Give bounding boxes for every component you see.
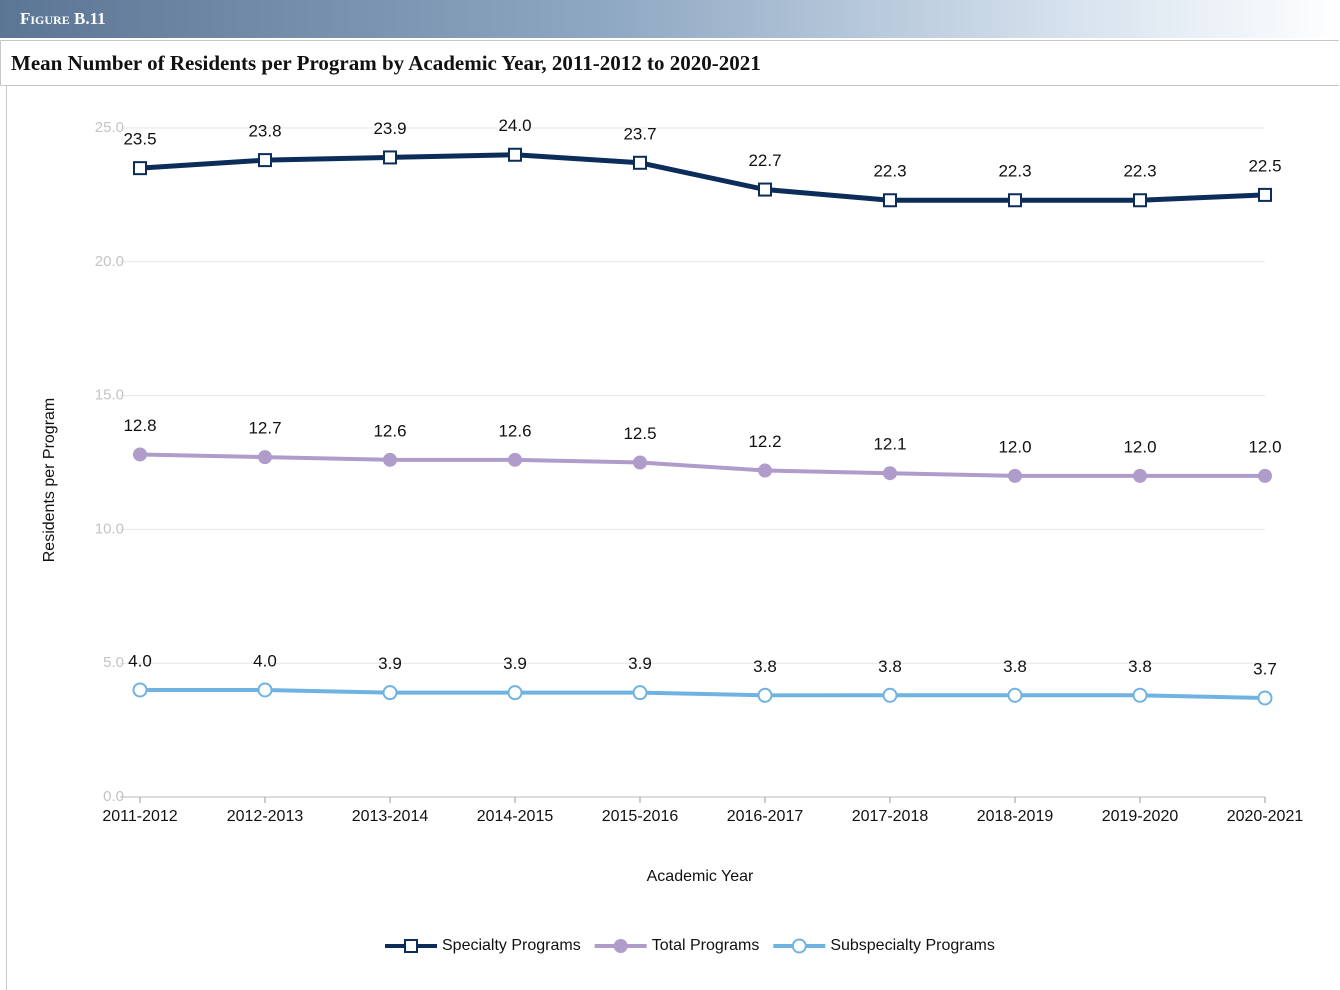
- data-label: 12.5: [623, 424, 656, 443]
- point-marker: [633, 455, 647, 470]
- point-marker: [1008, 468, 1022, 483]
- point-marker: [1258, 468, 1272, 483]
- data-label: 12.6: [373, 421, 406, 440]
- figure-label: Figure B.11: [20, 9, 106, 28]
- data-label: 3.8: [1003, 657, 1027, 676]
- data-label: 23.9: [373, 119, 406, 138]
- point-marker: [1258, 187, 1272, 202]
- data-label: 24.0: [498, 116, 531, 135]
- data-label: 22.7: [748, 151, 781, 170]
- point-marker: [632, 685, 648, 701]
- x-tick-label: 2020-2021: [1227, 808, 1304, 825]
- x-tick-label: 2015-2016: [602, 808, 679, 825]
- data-label: 3.9: [378, 654, 402, 673]
- data-label: 23.8: [248, 122, 281, 141]
- data-label: 22.3: [998, 162, 1031, 181]
- x-tick-label: 2019-2020: [1102, 808, 1179, 825]
- y-tick-label: 20.0: [95, 253, 124, 270]
- point-marker: [1257, 690, 1273, 706]
- data-label: 3.8: [1128, 657, 1152, 676]
- data-label: 3.8: [878, 657, 902, 676]
- point-marker: [882, 687, 898, 703]
- data-label: 22.5: [1248, 156, 1281, 175]
- point-marker: [382, 685, 398, 701]
- point-marker: [257, 682, 273, 698]
- y-tick-label: 15.0: [95, 387, 124, 404]
- point-marker: [383, 150, 397, 165]
- point-marker: [383, 452, 397, 467]
- data-label: 12.7: [248, 419, 281, 438]
- x-tick-label: 2012-2013: [227, 808, 304, 825]
- series-line: [140, 687, 1266, 700]
- point-marker: [508, 147, 522, 162]
- data-label: 12.8: [123, 416, 156, 435]
- legend-marker: [613, 939, 628, 953]
- y-tick-label: 0.0: [103, 788, 124, 805]
- x-tick-label: 2016-2017: [727, 808, 804, 825]
- data-label: 3.8: [753, 657, 777, 676]
- data-label: 23.5: [123, 130, 156, 149]
- legend-marker: [404, 939, 418, 953]
- point-marker: [133, 447, 147, 462]
- point-marker: [1133, 468, 1147, 483]
- point-marker: [633, 155, 647, 170]
- data-label: 23.7: [623, 124, 656, 143]
- legend-marker: [791, 938, 807, 954]
- data-label: 22.3: [1123, 162, 1156, 181]
- point-marker: [258, 153, 272, 168]
- legend-label: Specialty Programs: [442, 937, 581, 954]
- legend-label: Subspecialty Programs: [830, 937, 995, 954]
- x-tick-label: 2018-2019: [977, 808, 1054, 825]
- point-marker: [258, 450, 272, 465]
- point-marker: [758, 463, 772, 478]
- data-label: 3.7: [1253, 659, 1277, 678]
- data-label: 3.9: [503, 654, 527, 673]
- data-label: 12.6: [498, 421, 531, 440]
- point-marker: [758, 182, 772, 197]
- x-tick-label: 2017-2018: [852, 808, 929, 825]
- series-line: [139, 452, 1265, 478]
- data-label: 4.0: [128, 651, 152, 670]
- point-marker: [883, 466, 897, 481]
- x-tick-label: 2013-2014: [352, 808, 429, 825]
- x-tick-label: 2014-2015: [477, 808, 554, 825]
- point-marker: [757, 687, 773, 703]
- point-marker: [1008, 193, 1022, 208]
- legend-label: Total Programs: [652, 937, 760, 954]
- series-line: [139, 152, 1266, 203]
- data-label: 12.2: [748, 432, 781, 451]
- data-label: 12.0: [1248, 437, 1281, 456]
- data-label: 12.0: [998, 437, 1031, 456]
- data-label: 12.1: [873, 435, 906, 454]
- chart-title: Mean Number of Residents per Program by …: [11, 51, 761, 75]
- x-tick-label: 2011-2012: [102, 808, 177, 825]
- data-label: 3.9: [628, 654, 652, 673]
- point-marker: [133, 161, 147, 176]
- point-marker: [883, 193, 897, 208]
- point-marker: [1007, 687, 1023, 703]
- data-label: 12.0: [1123, 437, 1156, 456]
- x-axis-label: Academic Year: [647, 868, 754, 885]
- figure-header: Figure B.11: [0, 0, 1340, 38]
- point-marker: [507, 685, 523, 701]
- data-label: 22.3: [873, 162, 906, 181]
- y-tick-label: 25.0: [95, 119, 124, 136]
- y-axis-label: Residents per Program: [41, 398, 58, 563]
- chart-frame: [6, 85, 1340, 990]
- title-bar: Mean Number of Residents per Program by …: [0, 40, 1339, 86]
- data-label: 4.0: [253, 651, 277, 670]
- point-marker: [508, 452, 522, 467]
- point-marker: [1132, 687, 1148, 703]
- y-tick-label: 5.0: [103, 654, 124, 671]
- point-marker: [132, 682, 148, 698]
- point-marker: [1133, 193, 1147, 208]
- y-tick-label: 10.0: [95, 520, 124, 537]
